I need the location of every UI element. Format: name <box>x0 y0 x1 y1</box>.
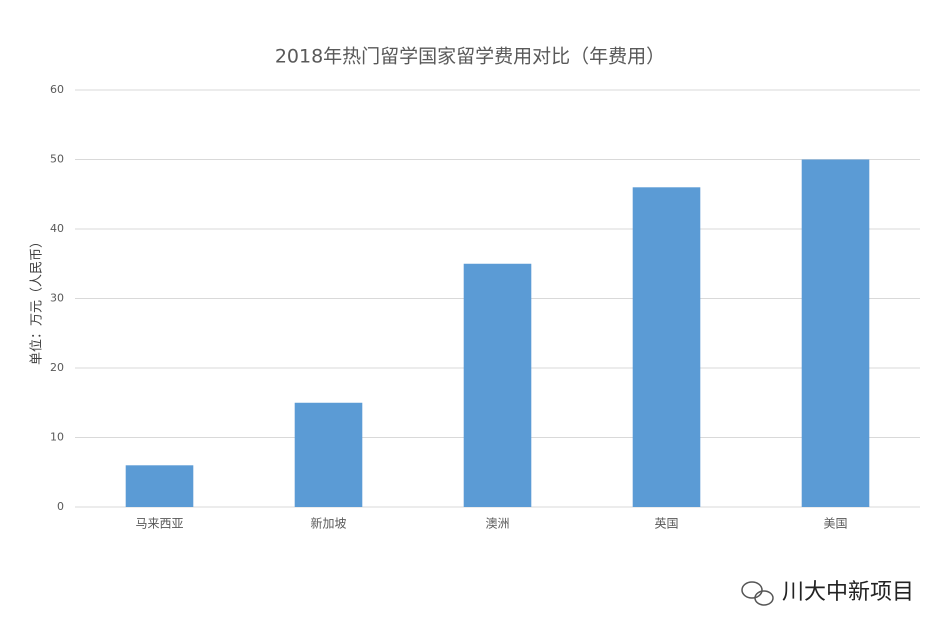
y-tick-label: 50 <box>50 153 64 166</box>
y-tick-label: 20 <box>50 361 64 374</box>
bar <box>632 187 701 508</box>
x-tick-label: 马来西亚 <box>135 517 183 531</box>
chart-title: 2018年热门留学国家留学费用对比（年费用） <box>275 46 665 68</box>
x-tick-label: 英国 <box>654 517 678 531</box>
y-tick-label: 0 <box>57 500 64 513</box>
watermark-icon <box>741 581 774 606</box>
x-tick-label: 澳洲 <box>485 517 509 531</box>
bar <box>125 465 194 507</box>
bar <box>463 263 532 507</box>
y-tick-label: 30 <box>50 292 64 305</box>
x-tick-label: 新加坡 <box>310 516 346 531</box>
y-tick-label: 40 <box>50 222 64 235</box>
bar <box>801 159 870 507</box>
y-axis-label: 单位：万元（人民币） <box>30 235 45 365</box>
x-tick-label: 美国 <box>823 517 847 531</box>
y-tick-label: 10 <box>50 431 64 444</box>
y-tick-label: 60 <box>50 83 64 96</box>
bar <box>294 402 363 507</box>
watermark: 川大中新项目 <box>782 580 914 605</box>
